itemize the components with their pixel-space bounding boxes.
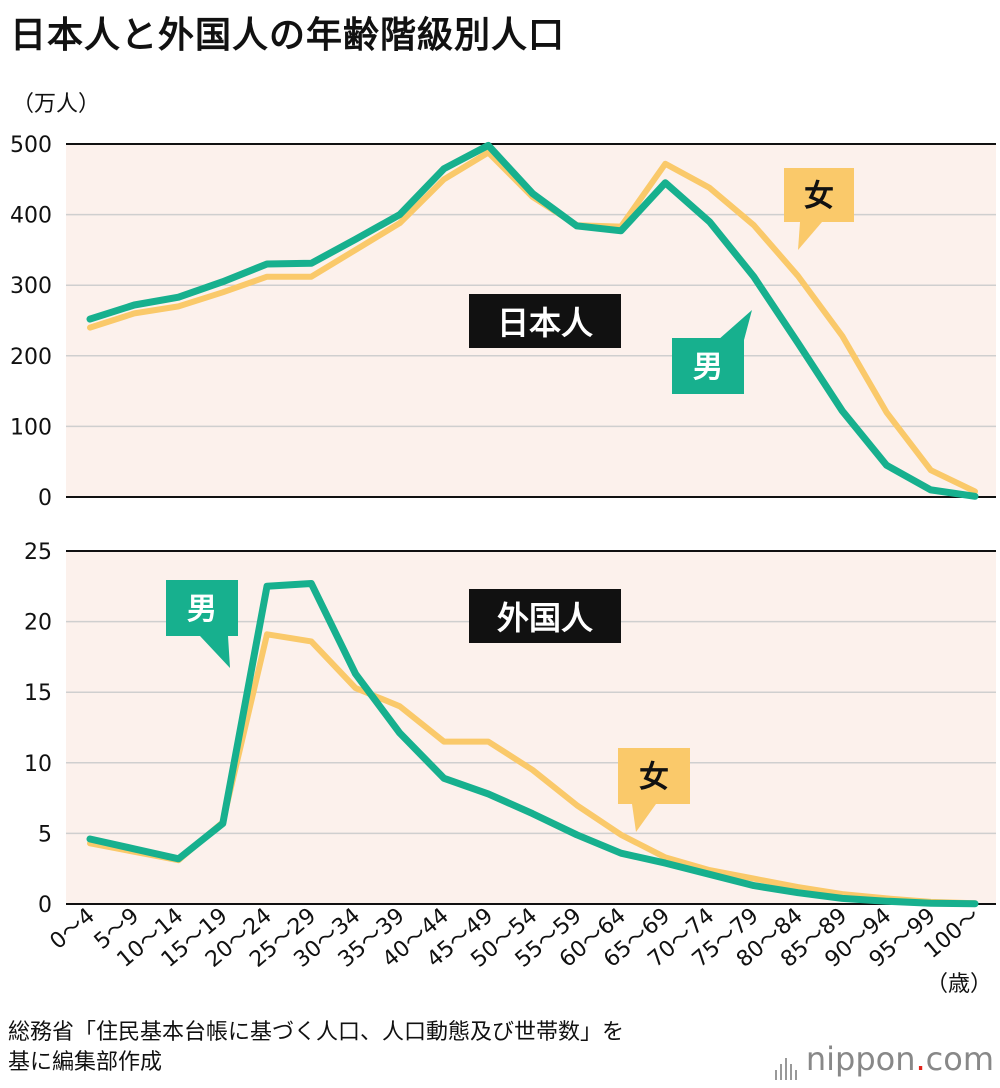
japanese-panel-label: 日本人 bbox=[469, 294, 621, 348]
y-tick-label-1-3: 15 bbox=[24, 681, 52, 706]
source-line-2: 基に編集部作成 bbox=[8, 1050, 163, 1075]
japanese-male-callout-text: 男 bbox=[693, 350, 723, 385]
y-tick-label-1-5: 25 bbox=[24, 540, 52, 565]
japanese-female-callout-text: 女 bbox=[804, 179, 834, 214]
brand-name: nippon bbox=[805, 1040, 916, 1078]
japanese-male-callout: 男 bbox=[672, 310, 752, 394]
source-line-1: 総務省「住民基本台帳に基づく人口、人口動態及び世帯数」を bbox=[8, 1020, 625, 1045]
y-tick-label-0-1: 100 bbox=[10, 415, 52, 440]
series-lines bbox=[86, 141, 979, 908]
x-tick-labels: 0〜45〜910〜1415〜1920〜2425〜2930〜3435〜3940〜4… bbox=[45, 903, 984, 972]
brand-dot: . bbox=[915, 1040, 926, 1078]
brand-bars-icon bbox=[774, 1042, 800, 1080]
y-unit-label: （万人） bbox=[12, 92, 101, 117]
y-tick-label-0-0: 0 bbox=[38, 486, 52, 511]
x-tick-label-0: 0〜4 bbox=[45, 903, 99, 954]
foreign-panel-title: 外国人 bbox=[497, 599, 593, 637]
y-tick-label-1-4: 20 bbox=[24, 611, 52, 636]
series-line-1-male bbox=[86, 580, 979, 908]
y-tick-label-0-4: 400 bbox=[10, 204, 52, 229]
y-tick-labels: 0 100 200 300 400 500 0 5 10 15 20 25 bbox=[10, 133, 52, 918]
gridlines bbox=[66, 143, 996, 905]
y-tick-label-1-2: 10 bbox=[24, 752, 52, 777]
source-note: 総務省「住民基本台帳に基づく人口、人口動態及び世帯数」を 基に編集部作成 bbox=[8, 1018, 624, 1078]
y-tick-label-0-2: 200 bbox=[10, 345, 52, 370]
brand-tld: com bbox=[925, 1040, 994, 1078]
brand-logo: nippon.com bbox=[774, 1040, 994, 1080]
foreign-male-callout: 男 bbox=[166, 580, 238, 668]
foreign-male-callout-text: 男 bbox=[187, 592, 217, 627]
y-tick-label-1-0: 0 bbox=[38, 893, 52, 918]
foreign-panel-label: 外国人 bbox=[469, 589, 621, 643]
foreign-female-callout: 女 bbox=[618, 748, 690, 832]
japanese-panel-title: 日本人 bbox=[497, 304, 593, 342]
chart-title: 日本人と外国人の年齢階級別人口 bbox=[10, 15, 566, 56]
chart-canvas: 0 100 200 300 400 500 0 5 10 15 20 25 0〜45〜910〜1415… bbox=[10, 133, 996, 973]
series-line-0-male bbox=[86, 141, 979, 500]
japanese-female-callout: 女 bbox=[784, 168, 854, 250]
x-unit-label: （歳） bbox=[925, 972, 992, 997]
foreign-female-callout-text: 女 bbox=[639, 760, 669, 795]
y-tick-label-0-3: 300 bbox=[10, 274, 52, 299]
y-tick-label-0-5: 500 bbox=[10, 133, 52, 158]
y-tick-label-1-1: 5 bbox=[38, 822, 52, 847]
